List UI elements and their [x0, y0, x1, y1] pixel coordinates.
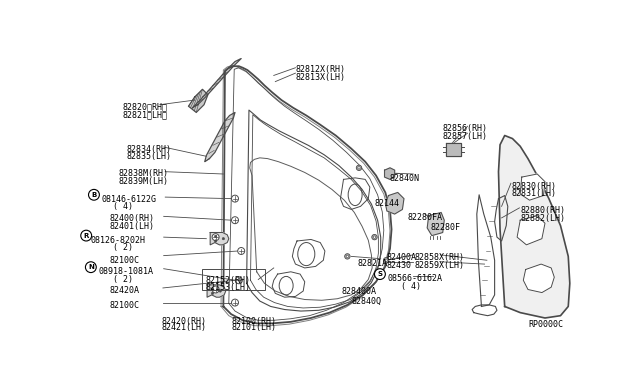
Text: 82812X(RH): 82812X(RH)	[296, 65, 346, 74]
Polygon shape	[499, 135, 570, 318]
Text: ( 4): ( 4)	[401, 282, 421, 291]
Text: 82813X(LH): 82813X(LH)	[296, 73, 346, 82]
Circle shape	[385, 259, 387, 262]
Text: 82880(RH): 82880(RH)	[520, 206, 565, 215]
Circle shape	[214, 235, 217, 238]
Text: 82421(LH): 82421(LH)	[161, 323, 206, 332]
Text: 82839M(LH): 82839M(LH)	[119, 177, 169, 186]
Text: 82834(RH): 82834(RH)	[127, 145, 172, 154]
Text: 82153(LH): 82153(LH)	[205, 283, 250, 292]
Text: 82280F: 82280F	[430, 223, 460, 232]
Text: 82152(RH): 82152(RH)	[205, 276, 250, 285]
Circle shape	[85, 262, 96, 273]
Polygon shape	[385, 168, 395, 179]
Circle shape	[212, 286, 219, 293]
Polygon shape	[385, 192, 404, 214]
Text: 82838M(RH): 82838M(RH)	[119, 169, 169, 179]
Circle shape	[211, 292, 214, 295]
Polygon shape	[189, 89, 208, 112]
Polygon shape	[193, 58, 241, 108]
Circle shape	[232, 195, 239, 202]
Circle shape	[372, 234, 377, 240]
Text: B: B	[92, 192, 97, 198]
Circle shape	[345, 254, 350, 259]
Polygon shape	[210, 232, 229, 245]
Text: 82840Q: 82840Q	[351, 297, 381, 306]
Polygon shape	[520, 174, 545, 200]
Circle shape	[358, 167, 360, 169]
Text: 82100(RH): 82100(RH)	[231, 317, 276, 326]
Circle shape	[374, 269, 385, 279]
Text: 82859X(LH): 82859X(LH)	[415, 261, 465, 270]
Text: 82856(RH): 82856(RH)	[443, 124, 488, 133]
Polygon shape	[517, 216, 545, 245]
Circle shape	[214, 240, 217, 242]
Text: 08126-8202H: 08126-8202H	[91, 235, 146, 245]
Polygon shape	[524, 264, 554, 293]
Text: 82821A: 82821A	[358, 259, 387, 268]
Circle shape	[346, 255, 349, 257]
Text: 82820〈RH〉: 82820〈RH〉	[123, 102, 168, 111]
Text: 82430: 82430	[386, 261, 411, 270]
Text: 82280FA: 82280FA	[407, 212, 442, 221]
Circle shape	[232, 299, 239, 306]
Text: 82101(LH): 82101(LH)	[231, 323, 276, 332]
Text: 82882(LH): 82882(LH)	[520, 214, 565, 223]
Circle shape	[373, 236, 376, 238]
Text: 08146-6122G: 08146-6122G	[102, 195, 157, 204]
Circle shape	[237, 247, 244, 254]
Text: 82420(RH): 82420(RH)	[161, 317, 206, 326]
Text: R: R	[83, 232, 89, 238]
Circle shape	[383, 257, 389, 263]
Text: ( 4): ( 4)	[113, 202, 132, 212]
Text: 82420A: 82420A	[109, 286, 140, 295]
Circle shape	[356, 165, 362, 170]
Polygon shape	[446, 143, 461, 156]
Text: 82401(LH): 82401(LH)	[109, 222, 154, 231]
Circle shape	[211, 288, 214, 290]
Text: N: N	[88, 264, 94, 270]
Text: 82144: 82144	[374, 199, 399, 208]
Text: ( 2): ( 2)	[113, 275, 132, 284]
Text: 82858X(RH): 82858X(RH)	[415, 253, 465, 262]
Polygon shape	[207, 285, 226, 297]
Text: 828400A: 828400A	[342, 287, 377, 296]
Text: 82835(LH): 82835(LH)	[127, 153, 172, 161]
Text: 82100C: 82100C	[109, 256, 140, 264]
Text: 82840N: 82840N	[390, 174, 420, 183]
Polygon shape	[205, 112, 235, 162]
Circle shape	[232, 217, 239, 224]
Text: 08918-1081A: 08918-1081A	[99, 267, 154, 276]
Text: S: S	[378, 271, 383, 277]
Text: 82831(LH): 82831(LH)	[511, 189, 557, 198]
Text: 82100C: 82100C	[109, 301, 140, 310]
Text: 82857(LH): 82857(LH)	[443, 132, 488, 141]
Circle shape	[222, 238, 225, 240]
Text: 82821〈LH〉: 82821〈LH〉	[123, 110, 168, 119]
Circle shape	[236, 277, 243, 284]
Circle shape	[88, 189, 99, 200]
Text: 08566-6162A: 08566-6162A	[388, 274, 443, 283]
Text: 82400A: 82400A	[386, 253, 416, 262]
Circle shape	[219, 290, 221, 292]
Text: ( 2): ( 2)	[113, 243, 132, 252]
Polygon shape	[428, 212, 444, 235]
Circle shape	[81, 230, 92, 241]
Text: 82400(RH): 82400(RH)	[109, 214, 154, 223]
Text: RP0000C: RP0000C	[528, 320, 563, 329]
Circle shape	[212, 234, 219, 241]
Text: 82830(RH): 82830(RH)	[511, 182, 557, 191]
